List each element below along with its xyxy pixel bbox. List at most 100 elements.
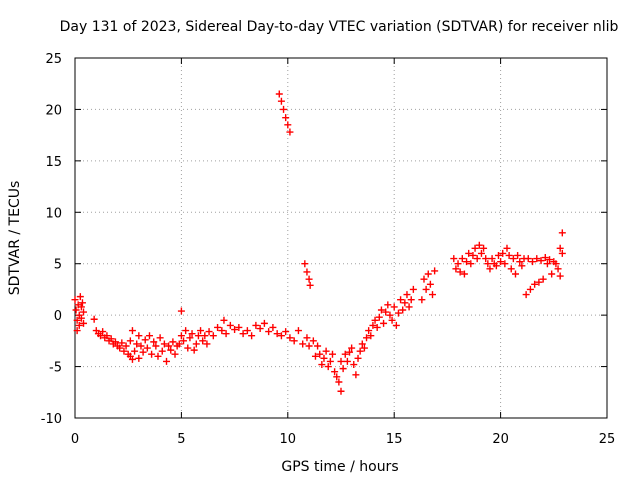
data-point [273, 330, 281, 338]
data-point [456, 268, 464, 276]
data-point [424, 270, 432, 278]
data-point [190, 346, 198, 354]
data-point [177, 307, 185, 315]
data-point [335, 378, 343, 386]
data-point [399, 306, 407, 314]
data-point [343, 357, 351, 365]
data-point [558, 249, 566, 257]
data-point [348, 344, 356, 352]
data-point [339, 365, 347, 373]
data-point [282, 328, 290, 336]
x-tick-label: 15 [386, 432, 403, 447]
y-tick-label: 25 [45, 52, 62, 67]
data-point [346, 348, 354, 356]
data-point [386, 311, 394, 319]
data-point [252, 321, 260, 329]
data-point [148, 350, 156, 358]
data-point [463, 258, 471, 266]
data-point [501, 260, 509, 268]
plot-frame [74, 57, 608, 419]
data-point [199, 337, 207, 345]
data-point [475, 241, 483, 249]
data-point [222, 330, 230, 338]
data-point [403, 291, 411, 299]
data-point [135, 354, 143, 362]
data-point [282, 114, 290, 122]
data-point [77, 303, 85, 311]
data-point [469, 251, 477, 259]
data-point [286, 128, 294, 136]
data-points [71, 90, 566, 395]
data-point [205, 328, 213, 336]
data-point [482, 255, 490, 263]
data-point [360, 344, 368, 352]
data-point [352, 371, 360, 379]
data-point [324, 363, 332, 371]
data-point [152, 342, 160, 350]
data-point [203, 340, 211, 348]
data-point [284, 121, 292, 129]
data-point [426, 280, 434, 288]
data-point [522, 291, 530, 299]
data-point [80, 319, 88, 327]
data-point [509, 255, 517, 263]
data-point [209, 332, 217, 340]
data-point [256, 325, 264, 333]
y-tick-label: 0 [54, 309, 62, 324]
data-point [269, 323, 277, 331]
data-point [454, 260, 462, 268]
data-point [286, 334, 294, 342]
data-point [341, 350, 349, 358]
y-tick-label: 15 [45, 155, 62, 170]
data-point [488, 255, 496, 263]
data-point [546, 256, 554, 264]
data-point [460, 270, 468, 278]
data-point [180, 337, 188, 345]
data-point [75, 321, 83, 329]
data-point [518, 262, 526, 270]
data-point [407, 296, 415, 304]
data-point [356, 347, 364, 355]
data-point [194, 332, 202, 340]
data-point [301, 260, 309, 268]
data-point [294, 327, 302, 335]
data-point [320, 354, 328, 362]
data-point [160, 340, 168, 348]
data-point [260, 319, 268, 327]
data-point [243, 327, 251, 335]
data-point [235, 323, 243, 331]
data-point [158, 347, 166, 355]
data-point [394, 309, 402, 317]
data-point [465, 249, 473, 257]
data-point [177, 332, 185, 340]
data-point [516, 258, 524, 266]
data-point [507, 265, 515, 273]
data-point [126, 337, 134, 345]
data-point [467, 260, 475, 268]
data-point [492, 262, 500, 270]
data-point [392, 321, 400, 329]
data-point [197, 327, 205, 335]
data-point [484, 260, 492, 268]
data-point [77, 314, 85, 322]
chart-title: Day 131 of 2023, Sidereal Day-to-day VTE… [60, 19, 619, 35]
data-point [497, 258, 505, 266]
data-point [431, 267, 439, 275]
y-tick-label: -10 [41, 412, 62, 427]
data-point [303, 334, 311, 342]
data-point [328, 350, 336, 358]
data-point [171, 350, 179, 358]
x-axis-label: GPS time / hours [281, 459, 398, 475]
data-point [309, 337, 317, 345]
data-point [548, 270, 556, 278]
data-point [369, 321, 377, 329]
data-point [107, 335, 115, 343]
data-point [397, 296, 405, 304]
data-point [471, 244, 479, 252]
data-point [535, 278, 543, 286]
data-point [318, 361, 326, 369]
data-point [554, 265, 562, 273]
data-point [99, 328, 107, 336]
data-point [380, 319, 388, 327]
